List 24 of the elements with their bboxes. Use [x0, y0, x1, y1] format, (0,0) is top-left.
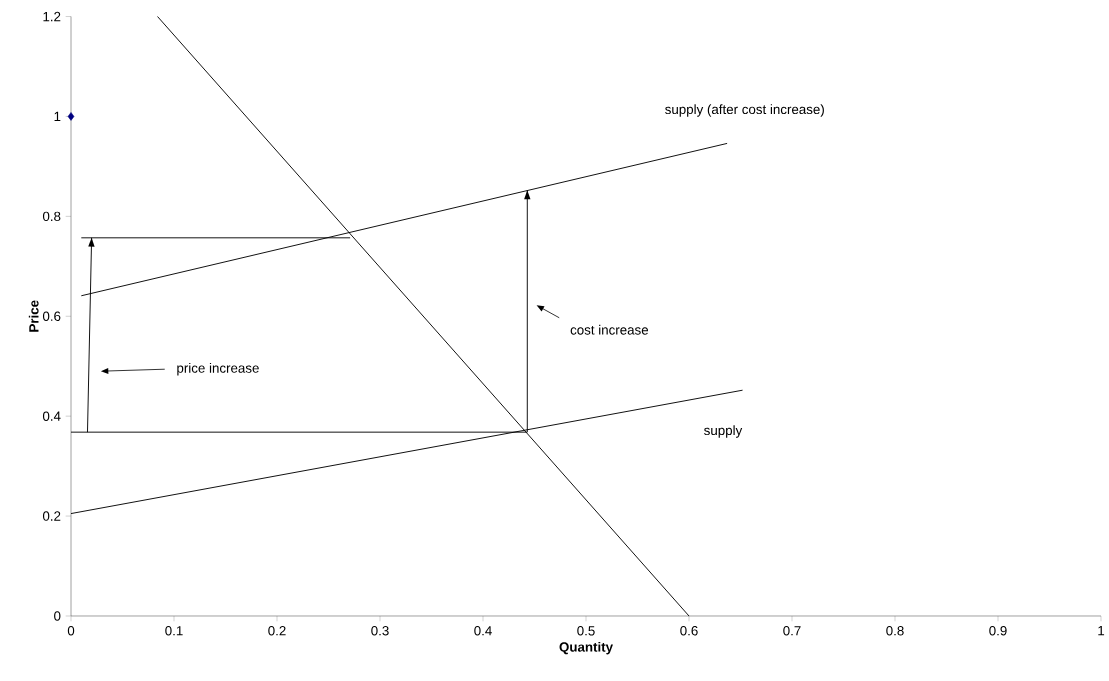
y-tick-label: 0.2 — [42, 511, 61, 521]
y-tick-label: 0.6 — [42, 311, 61, 321]
x-tick-label: 0.9 — [989, 626, 1007, 636]
y-tick-label: 0 — [54, 611, 61, 621]
x-tick-label: 0.6 — [680, 626, 698, 636]
text: supply (after cost increase) — [665, 104, 824, 117]
y-tick-label: 0.4 — [42, 411, 61, 421]
x-tick-label: 1 — [1098, 626, 1105, 636]
x-tick-label: 0.1 — [165, 626, 183, 636]
y-tick-label: 1 — [54, 111, 61, 122]
y-tick-label: 0.8 — [42, 211, 61, 222]
y-axis-title: Price — [28, 300, 39, 332]
x-tick-label: 0.7 — [783, 626, 801, 636]
x-tick-label: 0.8 — [886, 626, 904, 636]
x-tick-label: 0.5 — [577, 626, 595, 636]
annotation: price increase — [177, 362, 259, 376]
x-tick-label: 0.3 — [371, 626, 389, 636]
x-tick-label: 0.2 — [268, 626, 286, 636]
text: supply — [704, 425, 743, 438]
x-axis-title: Quantity — [559, 641, 613, 655]
y-tick-label: 1.2 — [43, 11, 61, 22]
x-tick-label: 0 — [67, 626, 75, 636]
annotation: cost increase — [570, 324, 649, 335]
x-tick-label: 0.4 — [474, 626, 492, 636]
